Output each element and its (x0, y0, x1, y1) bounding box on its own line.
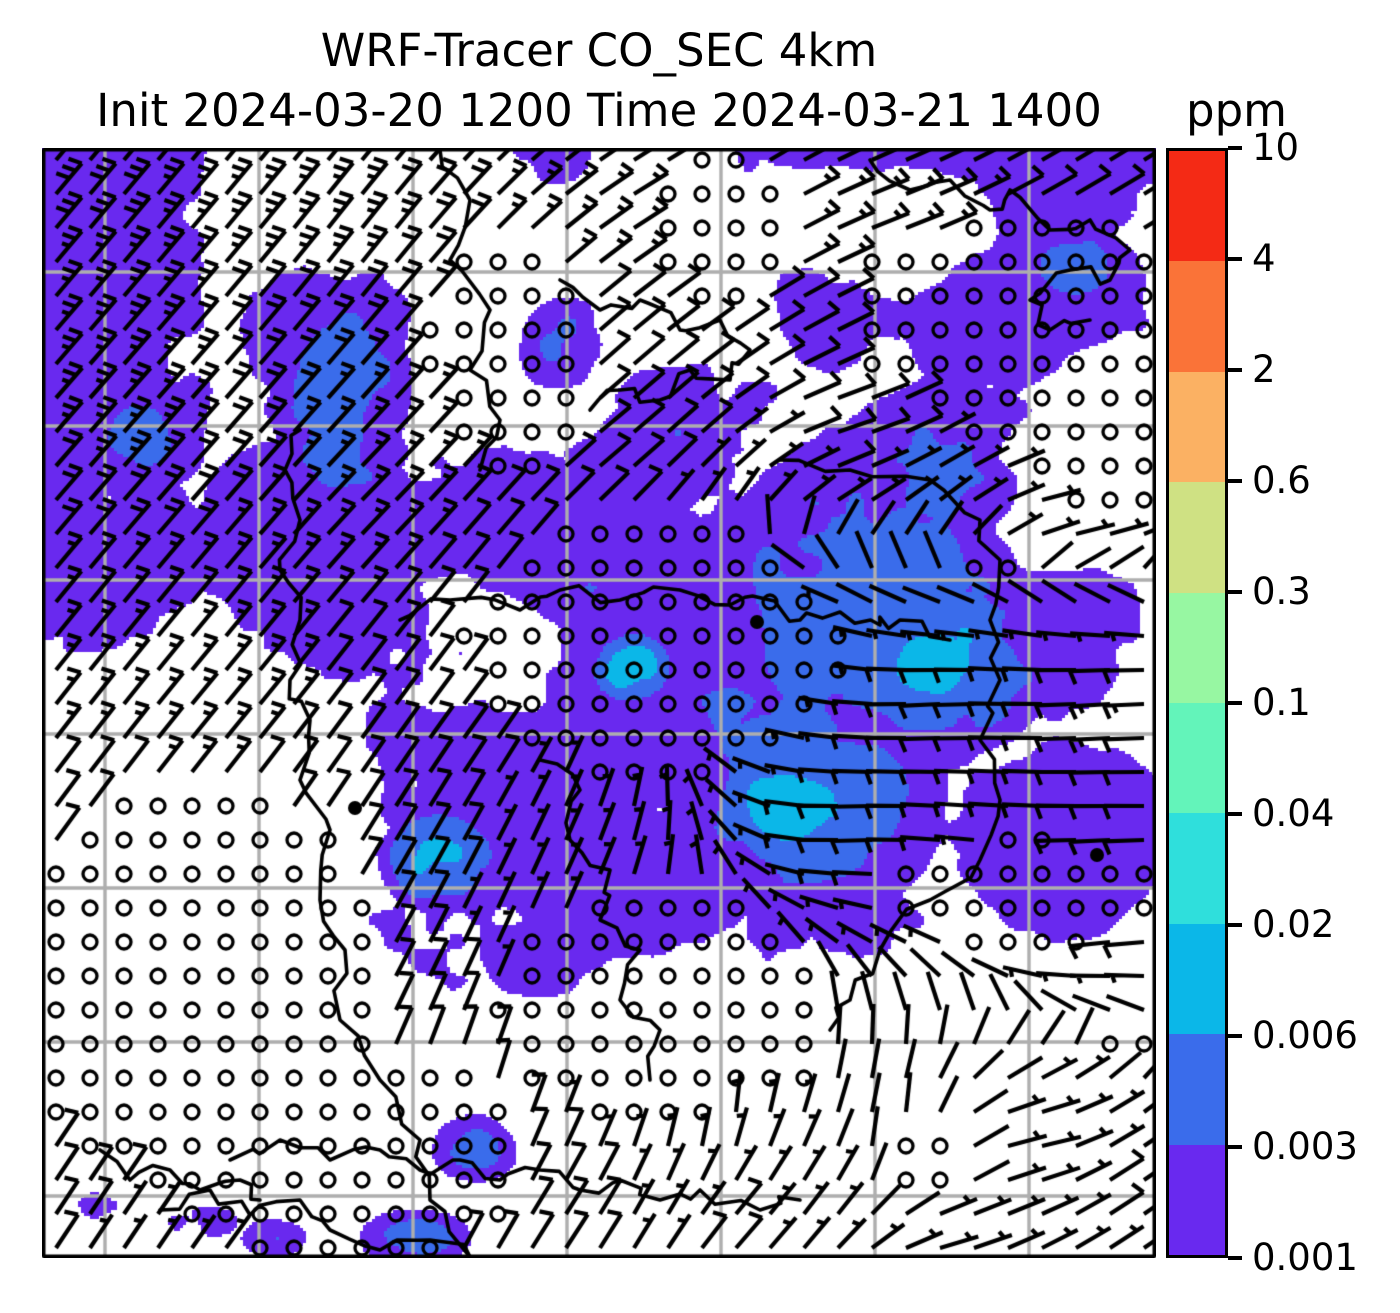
colorbar-tick-mark (1228, 1145, 1242, 1149)
colorbar-tick-mark (1228, 590, 1242, 594)
colorbar-segment (1169, 813, 1225, 924)
colorbar-tick-label: 0.003 (1252, 1125, 1358, 1168)
colorbar-tick-mark (1228, 1034, 1242, 1038)
colorbar-tick-mark (1228, 701, 1242, 705)
colorbar-tick-mark (1228, 368, 1242, 372)
colorbar-segment (1169, 703, 1225, 814)
colorbar-tick-label: 0.1 (1252, 681, 1311, 724)
colorbar-segment (1169, 1144, 1225, 1256)
colorbar-unit-label: ppm (1186, 84, 1287, 137)
colorbar-segment (1169, 923, 1225, 1035)
map-plot-area (42, 148, 1156, 1258)
colorbar-tick-mark (1228, 1256, 1242, 1260)
colorbar-segment (1169, 261, 1225, 372)
colorbar (1166, 148, 1228, 1258)
colorbar-segment (1169, 371, 1225, 483)
colorbar-tick-mark (1228, 146, 1242, 150)
colorbar-segment (1169, 1034, 1225, 1145)
colorbar-tick-label: 0.006 (1252, 1014, 1358, 1057)
colorbar-segment (1169, 592, 1225, 704)
plot-title: WRF-Tracer CO_SEC 4km (320, 24, 878, 77)
colorbar-tick-mark (1228, 479, 1242, 483)
plot-subtitle: Init 2024-03-20 1200 Time 2024-03-21 140… (96, 84, 1102, 137)
colorbar-tick-label: 0.04 (1252, 792, 1335, 835)
colorbar-tick-label: 4 (1252, 237, 1276, 280)
colorbar-tick-label: 10 (1252, 126, 1300, 169)
colorbar-tick-label: 2 (1252, 348, 1276, 391)
colorbar-tick-label: 0.6 (1252, 459, 1311, 502)
colorbar-tick-label: 0.001 (1252, 1236, 1358, 1279)
colorbar-tick-label: 0.3 (1252, 570, 1311, 613)
colorbar-tick-label: 0.02 (1252, 903, 1335, 946)
colorbar-tick-mark (1228, 923, 1242, 927)
colorbar-tick-mark (1228, 257, 1242, 261)
map-canvas (42, 148, 1156, 1258)
colorbar-tick-mark (1228, 812, 1242, 816)
colorbar-segment (1169, 482, 1225, 593)
colorbar-segment (1169, 151, 1225, 262)
